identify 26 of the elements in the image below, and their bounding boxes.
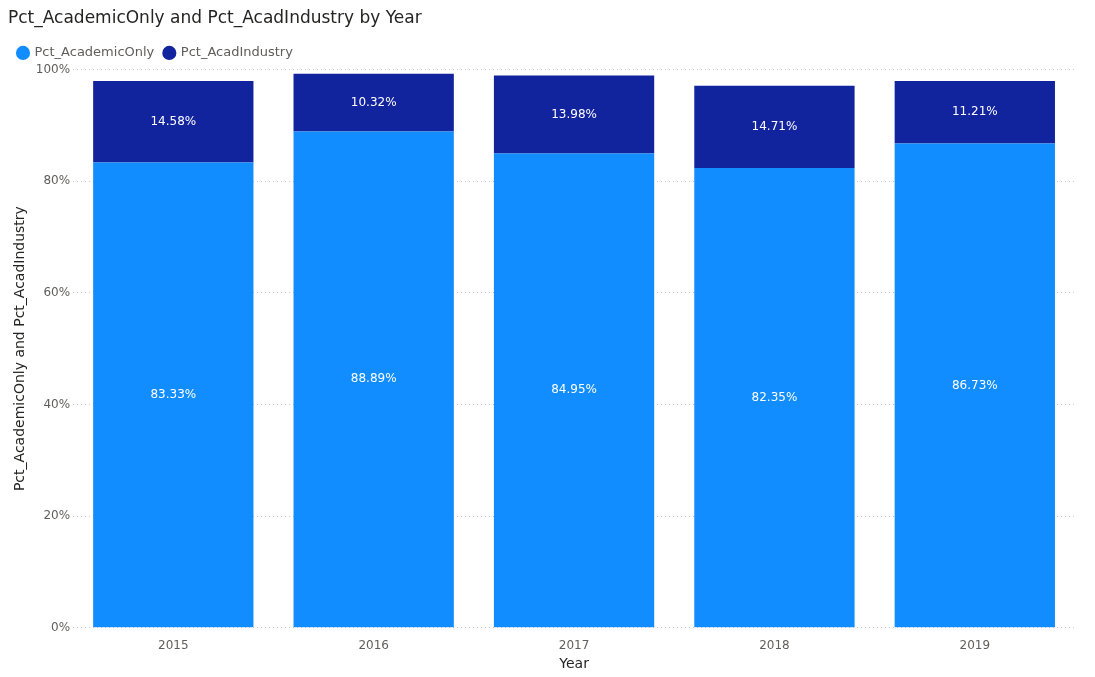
data-label: 86.73% <box>951 377 998 392</box>
x-tick-label: 2019 <box>959 638 991 653</box>
data-label: 88.89% <box>350 371 397 386</box>
legend-label: Pct_AcadIndustry <box>180 44 294 60</box>
data-label: 10.32% <box>350 94 397 109</box>
y-tick-label: 100% <box>35 61 71 76</box>
legend-label: Pct_AcademicOnly <box>34 44 155 60</box>
y-tick-label: 0% <box>51 619 71 634</box>
y-tick-label: 80% <box>43 173 71 188</box>
data-label: 14.58% <box>150 113 197 128</box>
y-tick-label: 40% <box>43 396 71 411</box>
x-tick-label: 2017 <box>558 638 590 653</box>
x-tick-label: 2018 <box>759 638 790 653</box>
y-axis-title: Pct_AcademicOnly and Pct_AcadIndustry <box>11 206 28 492</box>
data-label: 84.95% <box>551 382 597 397</box>
data-label: 11.21% <box>951 104 998 119</box>
data-label: 13.98% <box>551 106 597 121</box>
x-axis-title: Year <box>558 655 590 672</box>
x-tick-label: 2015 <box>158 638 189 653</box>
y-tick-label: 60% <box>43 284 71 299</box>
chart-title: Pct_AcademicOnly and Pct_AcadIndustry by Year <box>8 6 422 28</box>
data-label: 82.35% <box>751 389 798 404</box>
x-tick-label: 2016 <box>358 638 389 653</box>
data-label: 14.71% <box>751 119 798 134</box>
y-tick-label: 20% <box>43 508 71 523</box>
data-label: 83.33% <box>150 387 197 402</box>
